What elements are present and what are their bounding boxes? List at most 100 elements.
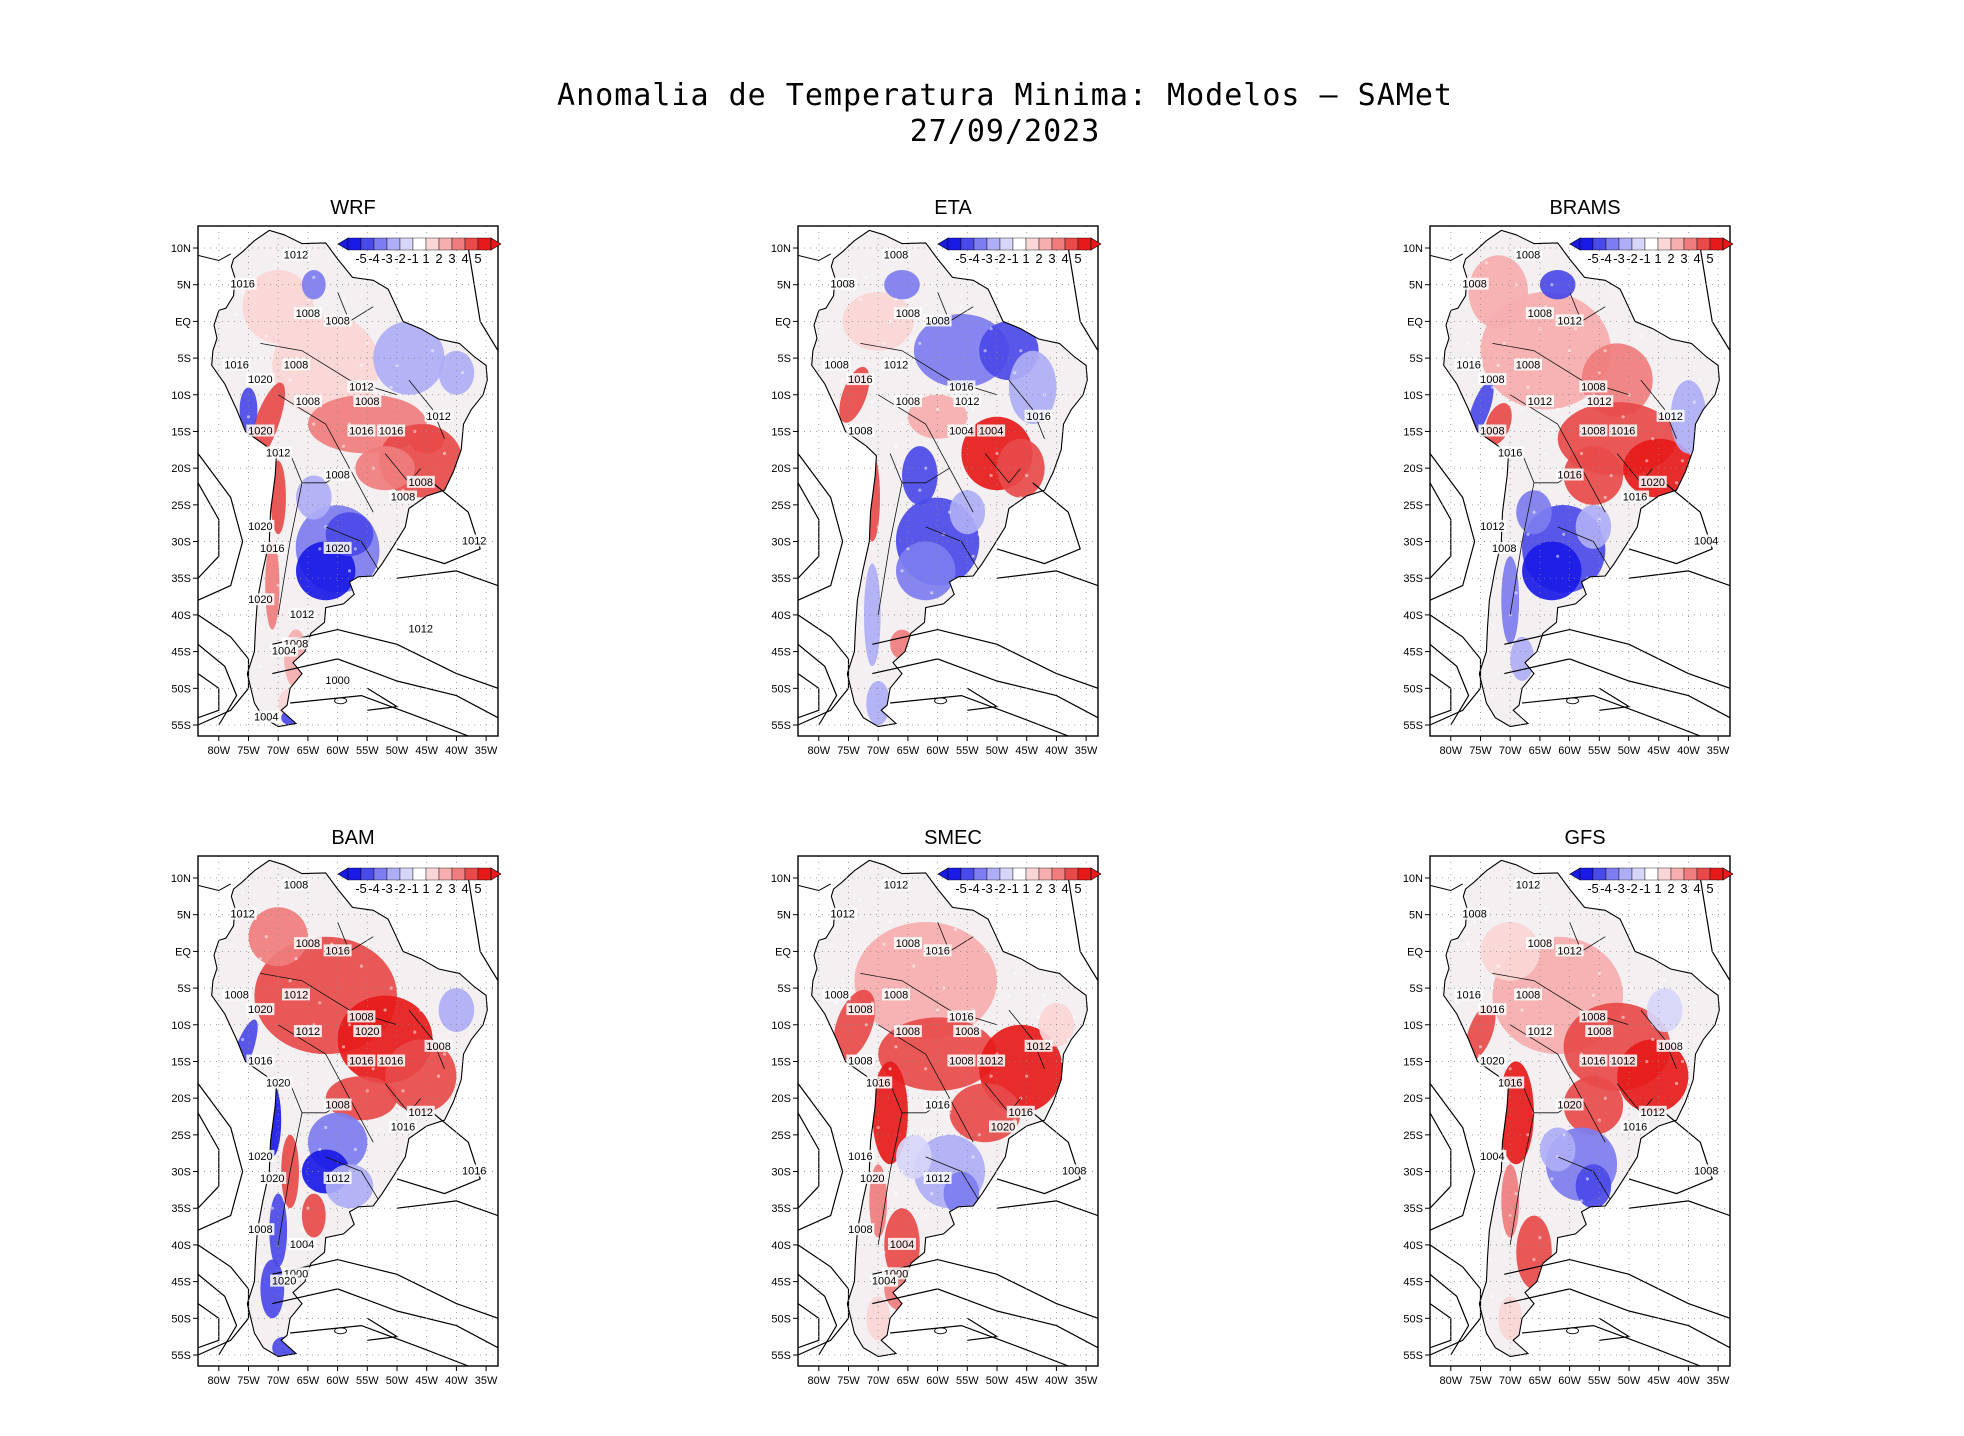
contour-label: 1016 — [379, 426, 403, 438]
contour-label: 1008 — [949, 1056, 973, 1068]
field-speckle — [1562, 533, 1565, 536]
field-speckle — [241, 1038, 244, 1041]
contour-label: 1016 — [379, 1056, 403, 1068]
anomaly-region — [896, 542, 955, 601]
colorbar-label: -5 — [355, 881, 367, 896]
colorbar-swatch — [1078, 238, 1091, 250]
lon-label: 35W — [1707, 745, 1730, 757]
contour-label: 1016 — [925, 1100, 949, 1112]
colorbar-label: -4 — [968, 251, 980, 266]
colorbar-label: -3 — [1613, 251, 1625, 266]
contour-label: 1016 — [1557, 470, 1581, 482]
field-speckle — [223, 371, 226, 374]
contour-label: 1008 — [884, 249, 908, 261]
lat-label: 35S — [171, 1203, 191, 1215]
lat-label: 10S — [171, 390, 191, 402]
anomaly-region — [1481, 922, 1540, 981]
colorbar-label: -4 — [368, 881, 380, 896]
lat-label: 5S — [178, 353, 191, 365]
colorbar-swatch — [974, 238, 987, 250]
lat-label: 35S — [1403, 573, 1423, 585]
contour-label: 1012 — [284, 989, 308, 1001]
contour-label: 1020 — [248, 521, 272, 533]
contour-label: 1004 — [1480, 1151, 1504, 1163]
contour-label: 1008 — [1480, 374, 1504, 386]
lat-label: 20S — [1403, 1093, 1423, 1105]
field-speckle — [259, 957, 262, 960]
field-speckle — [1622, 1016, 1625, 1019]
field-speckle — [871, 401, 874, 404]
colorbar-swatch — [374, 868, 387, 880]
colorbar-label: 3 — [448, 881, 455, 896]
lon-label: 45W — [1647, 1375, 1670, 1387]
contour-label: 1016 — [349, 426, 373, 438]
field-speckle — [1025, 1075, 1028, 1078]
contour-label: 1012 — [1516, 879, 1540, 891]
field-speckle — [1592, 994, 1595, 997]
colorbar-swatch — [1580, 868, 1593, 880]
field-speckle — [859, 898, 862, 901]
lon-label: 55W — [356, 745, 379, 757]
field-speckle — [342, 1045, 345, 1048]
colorbar-swatch — [974, 868, 987, 880]
field-speckle — [1025, 474, 1028, 477]
field-speckle — [918, 1089, 921, 1092]
anomaly-region — [355, 446, 414, 490]
field-speckle — [372, 1067, 375, 1070]
field-speckle — [419, 1009, 422, 1012]
map-panel-bam: BAM 1008 1012 1008 1016 1008 1012 1008 1020 1012 1… — [168, 800, 588, 1420]
lat-label: 15S — [771, 1057, 791, 1069]
colorbar-label: 5 — [1706, 881, 1713, 896]
colorbar-label: -3 — [381, 881, 393, 896]
colorbar-swatch — [387, 868, 400, 880]
lon-label: 40W — [445, 745, 468, 757]
colorbar-swatch — [1619, 238, 1632, 250]
field-speckle — [366, 342, 369, 345]
colorbar-swatch — [413, 868, 426, 880]
contour-label: 1016 — [848, 374, 872, 386]
field-speckle — [930, 591, 933, 594]
contour-label: 1016 — [866, 1078, 890, 1090]
field-speckle — [378, 1192, 381, 1195]
lat-label: 35S — [771, 573, 791, 585]
contour-label: 1008 — [284, 879, 308, 891]
field-speckle — [1491, 386, 1494, 389]
field-speckle — [1681, 459, 1684, 462]
panel-title: BAM — [331, 827, 374, 849]
lat-label: 45S — [171, 1277, 191, 1289]
lat-label: 45S — [771, 1277, 791, 1289]
colorbar-swatch — [1697, 238, 1710, 250]
anomaly-region — [409, 424, 445, 453]
contour-label: 1012 — [426, 411, 450, 423]
anomaly-region — [902, 446, 938, 505]
field-speckle — [1538, 1236, 1541, 1239]
map-svg: BAM10081012100810161008 10121008102010121… — [168, 800, 588, 1420]
field-speckle — [1526, 533, 1529, 536]
field-speckle — [1556, 1155, 1559, 1158]
contour-label: 1008 — [824, 989, 848, 1001]
contour-label: 1012 — [1557, 315, 1581, 327]
field-speckle — [883, 1251, 886, 1254]
lat-label: 25S — [171, 1130, 191, 1142]
field-speckle — [835, 1001, 838, 1004]
field-speckle — [384, 1009, 387, 1012]
field-speckle — [449, 1031, 452, 1034]
lon-label: 50W — [1618, 745, 1641, 757]
contour-label: 1008 — [391, 492, 415, 504]
contour-label: 1012 — [290, 609, 314, 621]
field-speckle — [900, 423, 903, 426]
field-speckle — [865, 1023, 868, 1026]
map-svg: ETA10081008100810081008 10121016101610081… — [768, 170, 1188, 790]
field-speckle — [990, 474, 993, 477]
colorbar-swatch — [1065, 868, 1078, 880]
contour-label: 1012 — [884, 359, 908, 371]
field-speckle — [990, 327, 993, 330]
lon-label: 60W — [326, 745, 349, 757]
field-speckle — [390, 987, 393, 990]
lat-label: 55S — [171, 1350, 191, 1362]
contour-label: 1008 — [325, 470, 349, 482]
field-speckle — [289, 379, 292, 382]
lon-label: 55W — [956, 1375, 979, 1387]
field-speckle — [894, 445, 897, 448]
field-speckle — [289, 979, 292, 982]
